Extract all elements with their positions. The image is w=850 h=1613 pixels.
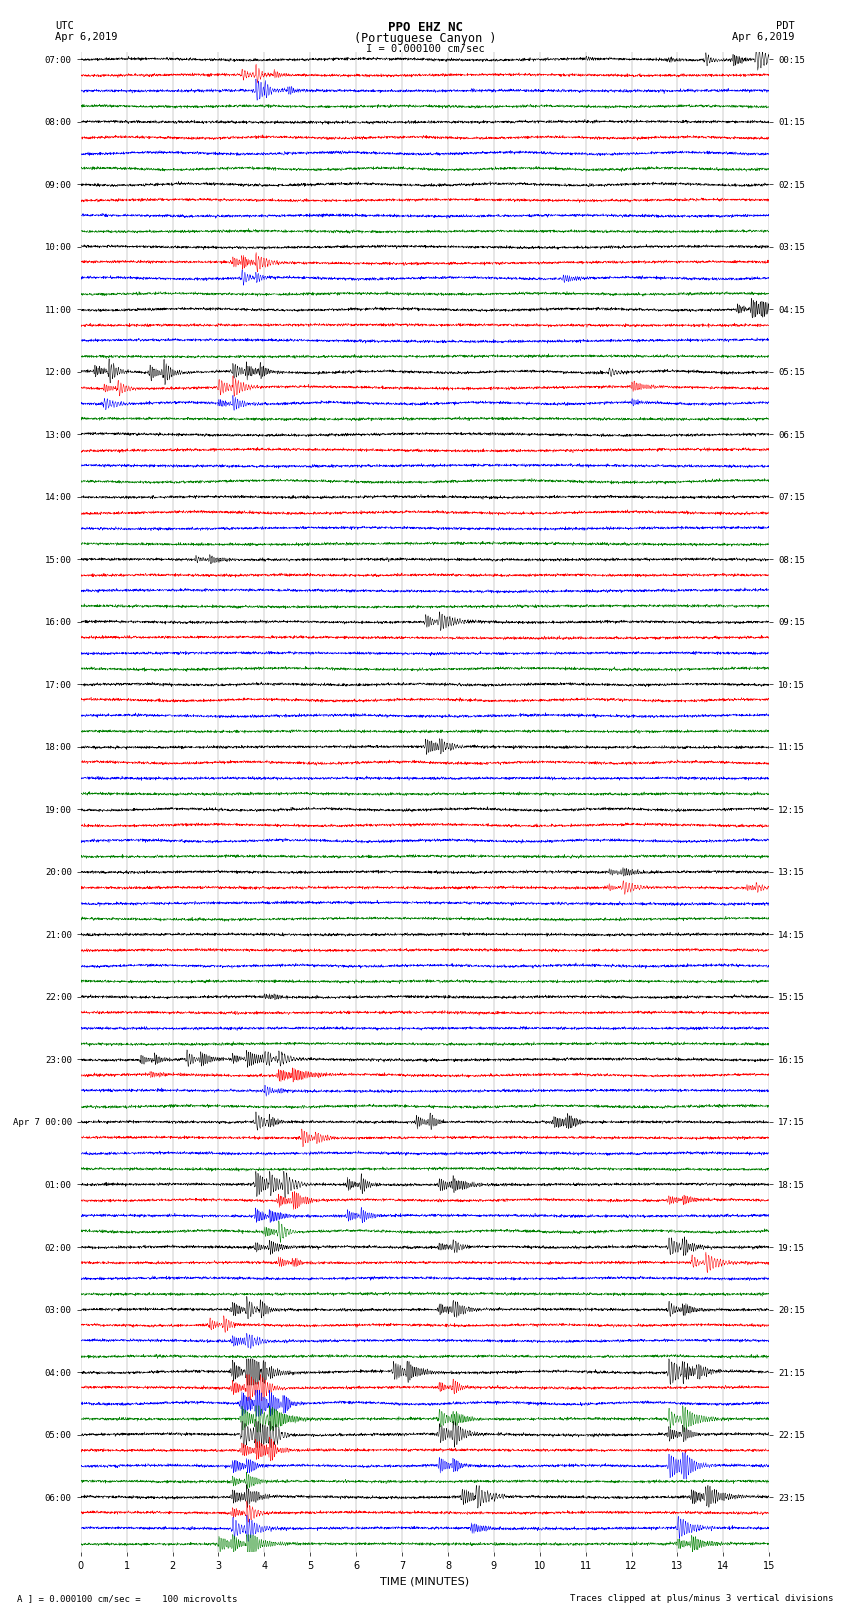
Text: PDT: PDT — [776, 21, 795, 31]
Text: Apr 6,2019: Apr 6,2019 — [55, 32, 118, 42]
Text: A ] = 0.000100 cm/sec =    100 microvolts: A ] = 0.000100 cm/sec = 100 microvolts — [17, 1594, 237, 1603]
Text: PPO EHZ NC: PPO EHZ NC — [388, 21, 462, 34]
X-axis label: TIME (MINUTES): TIME (MINUTES) — [381, 1576, 469, 1586]
Text: (Portuguese Canyon ): (Portuguese Canyon ) — [354, 32, 496, 45]
Text: Apr 6,2019: Apr 6,2019 — [732, 32, 795, 42]
Text: Traces clipped at plus/minus 3 vertical divisions: Traces clipped at plus/minus 3 vertical … — [570, 1594, 833, 1603]
Text: I = 0.000100 cm/sec: I = 0.000100 cm/sec — [366, 44, 484, 53]
Text: UTC: UTC — [55, 21, 74, 31]
